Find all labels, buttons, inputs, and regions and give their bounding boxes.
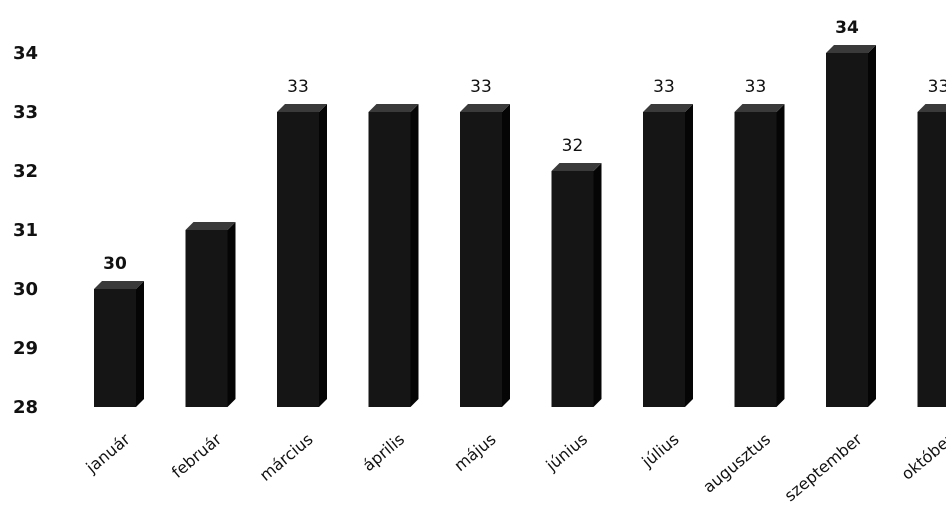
- x-tick-label: január: [82, 429, 134, 477]
- y-tick-label: 33: [13, 102, 38, 123]
- x-tick-label: október: [898, 429, 946, 483]
- bar-top-face: [94, 281, 144, 289]
- bars-group: [94, 45, 946, 407]
- data-label: 33: [653, 77, 675, 97]
- bar-side-face: [776, 104, 785, 407]
- y-tick-label: 31: [13, 220, 38, 241]
- bar-top-face: [185, 222, 236, 230]
- y-tick-label: 29: [13, 338, 38, 359]
- bar-side-face: [593, 163, 602, 407]
- data-label: 33: [928, 77, 946, 97]
- x-tick-label: április: [359, 430, 408, 476]
- data-label: 33: [470, 77, 492, 97]
- bar-side-face: [227, 222, 236, 407]
- bar-front-face: [734, 112, 777, 407]
- x-tick-label: március: [256, 430, 317, 485]
- bar-top-face: [734, 104, 785, 112]
- data-label: 33: [745, 77, 767, 97]
- bar-side-face: [319, 104, 327, 407]
- bar-9: [826, 45, 876, 407]
- bar-top-face: [826, 45, 876, 53]
- bar-front-face: [826, 53, 868, 407]
- bar-top-face: [551, 163, 602, 171]
- x-tick-label: augusztus: [699, 430, 774, 497]
- bar-top-face: [917, 104, 946, 112]
- x-tick-label: június: [542, 430, 591, 476]
- bar-side-face: [685, 104, 693, 407]
- bar-top-face: [277, 104, 327, 112]
- y-tick-label: 32: [13, 161, 38, 182]
- x-axis-labels: január február március április május június jú…: [82, 429, 946, 505]
- bar-front-face: [185, 230, 228, 407]
- bar-2: [185, 222, 236, 407]
- bar-5: [460, 104, 510, 407]
- bar-side-face: [868, 45, 876, 407]
- bar-6: [551, 163, 602, 407]
- data-label: 33: [287, 77, 309, 97]
- bar-side-face: [136, 281, 144, 407]
- bar-4: [368, 104, 419, 407]
- data-label: 32: [562, 136, 584, 156]
- bar-front-face: [460, 112, 502, 407]
- x-tick-label: július: [637, 430, 682, 472]
- data-label: 34: [835, 18, 859, 38]
- bar-side-face: [410, 104, 419, 407]
- bar-front-face: [277, 112, 319, 407]
- y-tick-label: 28: [13, 397, 38, 418]
- y-tick-label: 30: [13, 279, 38, 300]
- bar-3: [277, 104, 327, 407]
- bar-top-face: [460, 104, 510, 112]
- x-tick-label: május: [450, 430, 499, 476]
- x-tick-label: szeptember: [781, 429, 866, 505]
- bar-8: [734, 104, 785, 407]
- data-label: 30: [103, 254, 127, 274]
- bar-7: [643, 104, 693, 407]
- y-tick-label: 34: [13, 43, 38, 64]
- x-tick-label: február: [168, 429, 226, 482]
- bar-front-face: [551, 171, 594, 407]
- bar-top-face: [368, 104, 419, 112]
- bar-side-face: [502, 104, 510, 407]
- bar-front-face: [94, 289, 136, 407]
- bar-top-face: [643, 104, 693, 112]
- bar-front-face: [368, 112, 411, 407]
- bar-10: [917, 104, 946, 407]
- bar-1: [94, 281, 144, 407]
- y-axis-ticks: 28 29 30 31 32 33 34: [13, 43, 38, 418]
- bar-front-face: [643, 112, 685, 407]
- bar-front-face: [917, 112, 946, 407]
- data-labels-group: 30 33 33 32 33 33 34 33: [103, 18, 946, 274]
